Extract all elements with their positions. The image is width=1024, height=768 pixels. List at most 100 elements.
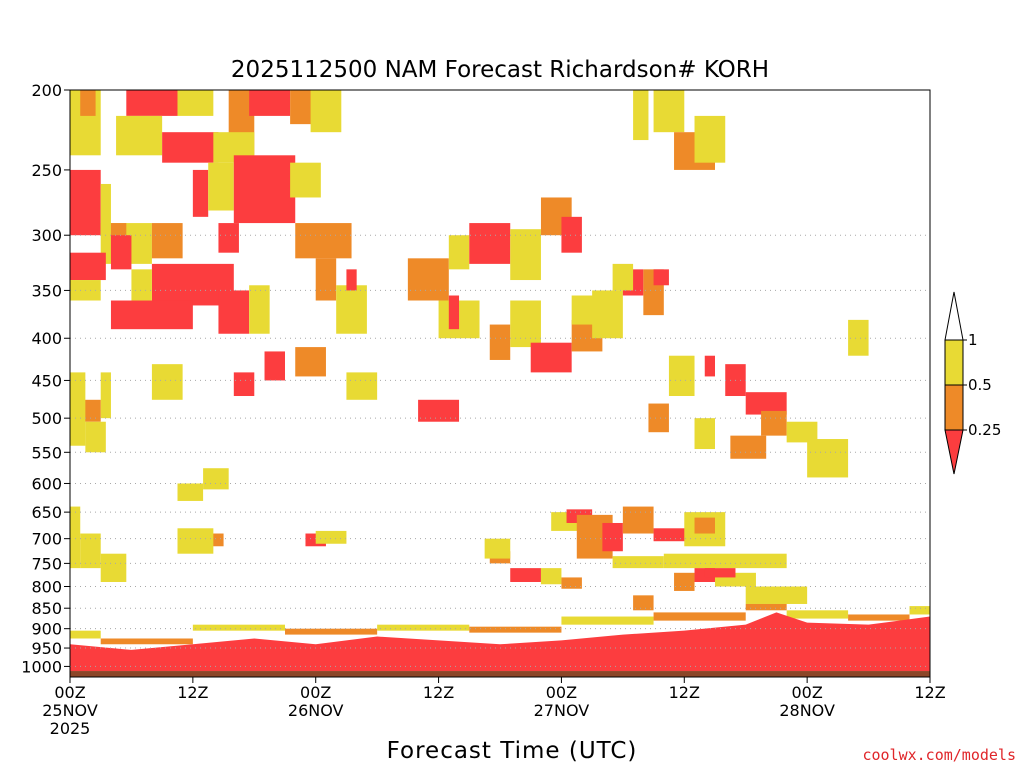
x-tick-label: 25NOV xyxy=(42,701,98,720)
x-tick-label: 12Z xyxy=(177,683,208,702)
ri-cell xyxy=(100,183,111,236)
x-tick-label: 12Z xyxy=(669,683,700,702)
y-tick-label: 400 xyxy=(31,329,62,348)
ri-cell xyxy=(704,568,736,578)
ri-cell xyxy=(448,235,470,270)
x-tick-label: 12Z xyxy=(914,683,945,702)
ri-cell xyxy=(264,351,285,381)
ri-cell xyxy=(233,155,296,224)
ri-cell xyxy=(70,630,101,639)
ri-cell xyxy=(203,468,229,490)
ri-cell xyxy=(561,577,582,589)
ri-cell xyxy=(151,223,183,259)
x-tick-label: 2025 xyxy=(50,719,91,738)
x-tick-label: 28NOV xyxy=(779,701,835,720)
y-tick-label: 800 xyxy=(31,577,62,596)
y-axis: 200 250 300 350 400 450 500 550 600 650 700 750 800 8… xyxy=(21,81,70,676)
ri-cell xyxy=(730,435,767,459)
ri-cell xyxy=(694,517,715,534)
legend-label: 0.5 xyxy=(968,376,992,394)
ri-cell xyxy=(489,324,511,360)
ri-cell xyxy=(346,269,357,291)
ri-cell xyxy=(85,421,106,453)
ri-cell xyxy=(110,235,132,270)
y-tick-label: 650 xyxy=(31,503,62,522)
ri-cell xyxy=(126,90,178,116)
ri-cell xyxy=(848,319,869,356)
ri-cell xyxy=(622,506,654,534)
ri-cell xyxy=(218,223,239,253)
ri-cell xyxy=(315,530,347,544)
legend: 1 0.5 0.25 xyxy=(944,291,1001,475)
y-tick-label: 350 xyxy=(31,281,62,300)
ri-cell xyxy=(909,606,930,615)
ri-cell xyxy=(346,372,378,400)
x-tick-label: 26NOV xyxy=(288,701,344,720)
ri-cell xyxy=(469,223,511,264)
ri-cell xyxy=(116,115,163,156)
ri-cell xyxy=(295,347,326,377)
ri-cell xyxy=(177,528,214,554)
ri-cell xyxy=(131,269,152,301)
x-tick-label: 00Z xyxy=(546,683,577,702)
ri-cell xyxy=(285,628,378,635)
y-tick-label: 850 xyxy=(31,599,62,618)
y-tick-label: 200 xyxy=(31,81,62,100)
ri-cell xyxy=(761,410,787,436)
ri-cell xyxy=(110,300,193,330)
ri-cell xyxy=(310,90,342,133)
y-tick-label: 600 xyxy=(31,474,62,493)
x-tick-label: 27NOV xyxy=(534,701,590,720)
ri-cell xyxy=(653,90,685,133)
ri-cell xyxy=(571,295,603,325)
grid-lines xyxy=(70,234,930,667)
ri-cell xyxy=(336,285,367,334)
y-tick-label: 750 xyxy=(31,554,62,573)
y-tick-label: 950 xyxy=(31,639,62,658)
ri-cell xyxy=(612,556,664,569)
ri-cell xyxy=(295,223,352,259)
ri-cell xyxy=(469,626,562,633)
ri-cell xyxy=(668,355,695,397)
ri-cell xyxy=(233,372,255,397)
plot-cells xyxy=(70,90,930,645)
ri-cell xyxy=(694,115,726,163)
ri-cell xyxy=(290,162,321,198)
ri-cell xyxy=(177,90,214,116)
ri-cell xyxy=(848,614,910,621)
ri-cell xyxy=(530,342,572,373)
y-tick-label: 550 xyxy=(31,443,62,462)
ri-cell xyxy=(510,229,541,281)
ground-fill xyxy=(70,671,930,677)
plot-frame xyxy=(69,89,931,678)
y-tick-label: 900 xyxy=(31,620,62,639)
boundary-layer xyxy=(70,612,930,672)
ri-cell xyxy=(561,216,582,253)
ri-cell xyxy=(653,612,746,621)
ri-cell xyxy=(100,372,111,419)
ri-cell xyxy=(418,399,460,422)
ri-cell xyxy=(80,533,101,569)
ri-cell xyxy=(70,169,101,236)
ri-cell xyxy=(602,522,623,552)
ri-cell xyxy=(192,169,209,217)
x-tick-label: 00Z xyxy=(54,683,85,702)
y-tick-label: 500 xyxy=(31,409,62,428)
y-tick-label: 250 xyxy=(31,161,62,180)
ri-cell xyxy=(633,595,654,611)
boundary-layer-shading xyxy=(70,612,930,672)
ri-cell xyxy=(218,290,250,334)
ri-cell xyxy=(704,355,715,377)
ri-cell xyxy=(633,90,649,141)
ri-cell xyxy=(70,372,86,446)
ri-cell xyxy=(648,403,669,433)
ri-cell xyxy=(745,586,808,604)
ri-cell xyxy=(694,418,715,450)
ri-cell xyxy=(786,421,818,443)
y-tick-label: 700 xyxy=(31,530,62,549)
x-tick-label: 00Z xyxy=(791,683,822,702)
ri-cell xyxy=(377,624,470,631)
x-axis-label: Forecast Time (UTC) xyxy=(387,738,638,764)
